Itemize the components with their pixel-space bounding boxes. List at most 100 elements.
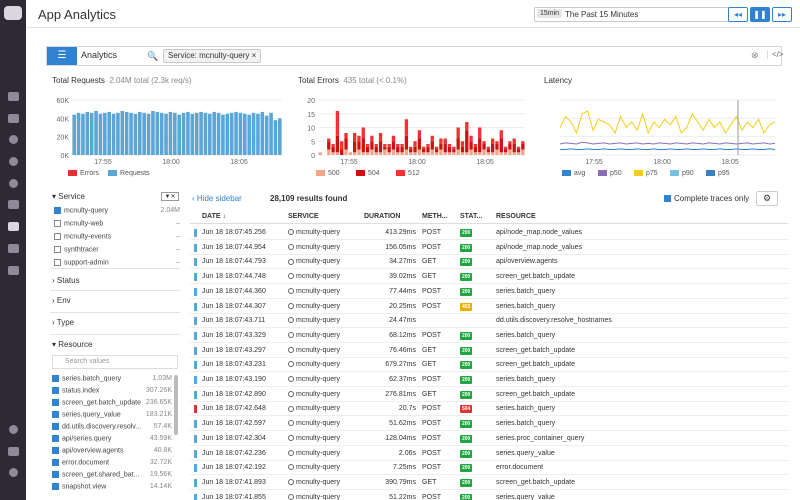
table-row[interactable]: Jun 18 18:07:44.954 mcnulty-query 156.05ms… xyxy=(190,241,788,255)
checkbox-icon[interactable] xyxy=(52,423,59,430)
table-row[interactable]: Jun 18 18:07:44.793 mcnulty-query 34.27ms G… xyxy=(190,255,788,270)
col-date[interactable]: DATE ↓ xyxy=(202,213,226,220)
facet-resource[interactable]: ▾ Resource xyxy=(52,340,93,349)
time-back-button[interactable]: ◂◂ xyxy=(728,7,748,22)
list-view-button[interactable]: ☰ xyxy=(47,47,77,65)
checkbox-icon[interactable] xyxy=(52,447,59,454)
complete-traces-toggle[interactable]: Complete traces only xyxy=(664,194,749,203)
col-method[interactable]: METH... xyxy=(422,213,448,220)
datadog-logo-icon[interactable] xyxy=(4,6,22,20)
time-range-tag: 15min xyxy=(537,9,563,18)
gear-icon[interactable]: ⚙ xyxy=(756,191,778,206)
sidebar-scrollbar[interactable] xyxy=(174,375,178,435)
facet-type[interactable]: › Type xyxy=(52,318,75,327)
cell-date: Jun 18 18:07:43.297 xyxy=(202,346,266,354)
checkbox-icon[interactable] xyxy=(52,483,59,490)
time-range-select[interactable]: 15min The Past 15 Minutes ▾ xyxy=(534,7,743,22)
service-filter-chip[interactable]: Service: mcnulty-query × xyxy=(163,49,262,63)
table-row[interactable]: Jun 18 18:07:45.256 mcnulty-query 413.29ms… xyxy=(190,226,788,240)
service-item[interactable]: synthtracer – xyxy=(54,246,182,256)
resource-item[interactable]: series.batch_query 1.03M xyxy=(52,375,174,385)
service-item[interactable]: support-admin – xyxy=(54,259,182,269)
legend-swatch xyxy=(670,170,679,177)
checkbox-icon[interactable] xyxy=(52,375,59,382)
table-row[interactable]: Jun 18 18:07:41.893 mcnulty-query 390.79ms… xyxy=(190,476,788,490)
resource-item[interactable]: api/overview.agents 40.8K xyxy=(52,447,174,457)
table-row[interactable]: Jun 18 18:07:42.890 mcnulty-query 276.81ms… xyxy=(190,388,788,402)
checkbox-icon[interactable] xyxy=(54,259,61,266)
monitors-icon[interactable] xyxy=(9,135,18,144)
table-row[interactable]: Jun 18 18:07:43.297 mcnulty-query 76.46ms G… xyxy=(190,344,788,358)
table-row[interactable]: Jun 18 18:07:42.236 mcnulty-query 2.06s POS… xyxy=(190,447,788,461)
apm-icon[interactable] xyxy=(8,200,19,209)
service-item[interactable]: mcnulty-web – xyxy=(54,220,182,230)
requests-bar xyxy=(194,112,199,155)
notebooks-icon[interactable] xyxy=(8,244,19,253)
cell-date: Jun 18 18:07:43.711 xyxy=(202,317,266,325)
table-row[interactable]: Jun 18 18:07:42.597 mcnulty-query 51.62ms P… xyxy=(190,417,788,432)
team-icon[interactable] xyxy=(8,447,19,456)
table-row[interactable]: Jun 18 18:07:44.360 mcnulty-query 77.44ms P… xyxy=(190,285,788,299)
service-item[interactable]: mcnulty-events – xyxy=(54,233,182,243)
checkbox-icon[interactable] xyxy=(54,220,61,227)
traces-icon[interactable] xyxy=(8,222,19,231)
dashboard-icon[interactable] xyxy=(8,92,19,101)
resource-count: 307.26K xyxy=(145,387,172,394)
checkbox-icon[interactable] xyxy=(52,435,59,442)
analytics-button[interactable]: Analytics xyxy=(81,50,118,60)
checkbox-icon[interactable] xyxy=(664,195,671,203)
cell-resource: screen_get.batch_update xyxy=(496,346,576,354)
checkbox-icon[interactable] xyxy=(54,207,61,214)
error-bar-500 xyxy=(318,152,322,155)
help-icon[interactable] xyxy=(9,425,18,434)
table-header: DATE ↓ SERVICE DURATION METH... STAT... … xyxy=(190,212,788,224)
code-view-icon[interactable]: </> xyxy=(767,50,784,59)
resource-item[interactable]: error.document 32.72K xyxy=(52,459,174,469)
pause-button[interactable]: ❚❚ xyxy=(750,7,770,22)
checkbox-icon[interactable] xyxy=(52,399,59,406)
table-row[interactable]: Jun 18 18:07:43.190 mcnulty-query 62.37ms P… xyxy=(190,373,788,387)
table-row[interactable]: Jun 18 18:07:41.855 mcnulty-query 51.22ms P… xyxy=(190,491,788,500)
resource-item[interactable]: snapshot.view 14.14K xyxy=(52,483,174,493)
integrations-icon[interactable] xyxy=(9,179,18,188)
resource-item[interactable]: api/series.query 43.59K xyxy=(52,435,174,445)
clear-icon[interactable]: ⊗ xyxy=(751,50,759,60)
cell-date: Jun 18 18:07:44.307 xyxy=(202,302,266,310)
checkbox-icon[interactable] xyxy=(52,387,59,394)
checkbox-icon[interactable] xyxy=(54,246,61,253)
table-row[interactable]: Jun 18 18:07:42.648 mcnulty-query 20.7s POS… xyxy=(190,402,788,417)
resource-search-input[interactable]: Search values xyxy=(52,355,178,369)
col-service[interactable]: SERVICE xyxy=(288,213,319,220)
col-status[interactable]: STAT... xyxy=(460,213,483,220)
table-row[interactable]: Jun 18 18:07:42.192 mcnulty-query 7.25ms PO… xyxy=(190,461,788,476)
service-item[interactable]: mcnulty-query 2.04M xyxy=(54,207,182,217)
resource-item[interactable]: dd.utils.discovery.resolv... 57.4K xyxy=(52,423,174,433)
facet-status[interactable]: › Status xyxy=(52,276,80,285)
col-resource[interactable]: RESOURCE xyxy=(496,213,536,220)
infrastructure-icon[interactable] xyxy=(8,114,19,123)
resource-item[interactable]: status.index 307.26K xyxy=(52,387,174,397)
user-avatar-icon[interactable] xyxy=(9,468,18,477)
filter-icon[interactable]: ▼✕ xyxy=(161,192,179,201)
checkbox-icon[interactable] xyxy=(52,459,59,466)
resource-item[interactable]: screen_get.batch_update 236.65K xyxy=(52,399,174,409)
logs-icon[interactable] xyxy=(8,266,19,275)
checkbox-icon[interactable] xyxy=(54,233,61,240)
resource-item[interactable]: screen_get.shared_bat... 19.56K xyxy=(52,471,174,481)
facet-env[interactable]: › Env xyxy=(52,296,71,305)
table-row[interactable]: Jun 18 18:07:42.304 mcnulty-query 128.04ms… xyxy=(190,432,788,446)
resource-item[interactable]: series.query_value 183.21K xyxy=(52,411,174,421)
table-row[interactable]: Jun 18 18:07:43.329 mcnulty-query 68.12ms P… xyxy=(190,329,788,343)
cell-status: 200 xyxy=(460,390,473,399)
facet-service[interactable]: ▾ Service xyxy=(52,192,85,201)
table-row[interactable]: Jun 18 18:07:44.307 mcnulty-query 20.25ms P… xyxy=(190,300,788,314)
checkbox-icon[interactable] xyxy=(52,471,59,478)
metrics-icon[interactable] xyxy=(9,157,18,166)
hide-sidebar-link[interactable]: ‹ Hide sidebar xyxy=(192,194,242,203)
time-forward-button[interactable]: ▸▸ xyxy=(772,7,792,22)
table-row[interactable]: Jun 18 18:07:44.748 mcnulty-query 39.02ms G… xyxy=(190,270,788,285)
col-duration[interactable]: DURATION xyxy=(364,213,401,220)
checkbox-icon[interactable] xyxy=(52,411,59,418)
table-row[interactable]: Jun 18 18:07:43.711 mcnulty-query 24.47ms d… xyxy=(190,314,788,329)
table-row[interactable]: Jun 18 18:07:43.231 mcnulty-query 679.27ms… xyxy=(190,358,788,373)
